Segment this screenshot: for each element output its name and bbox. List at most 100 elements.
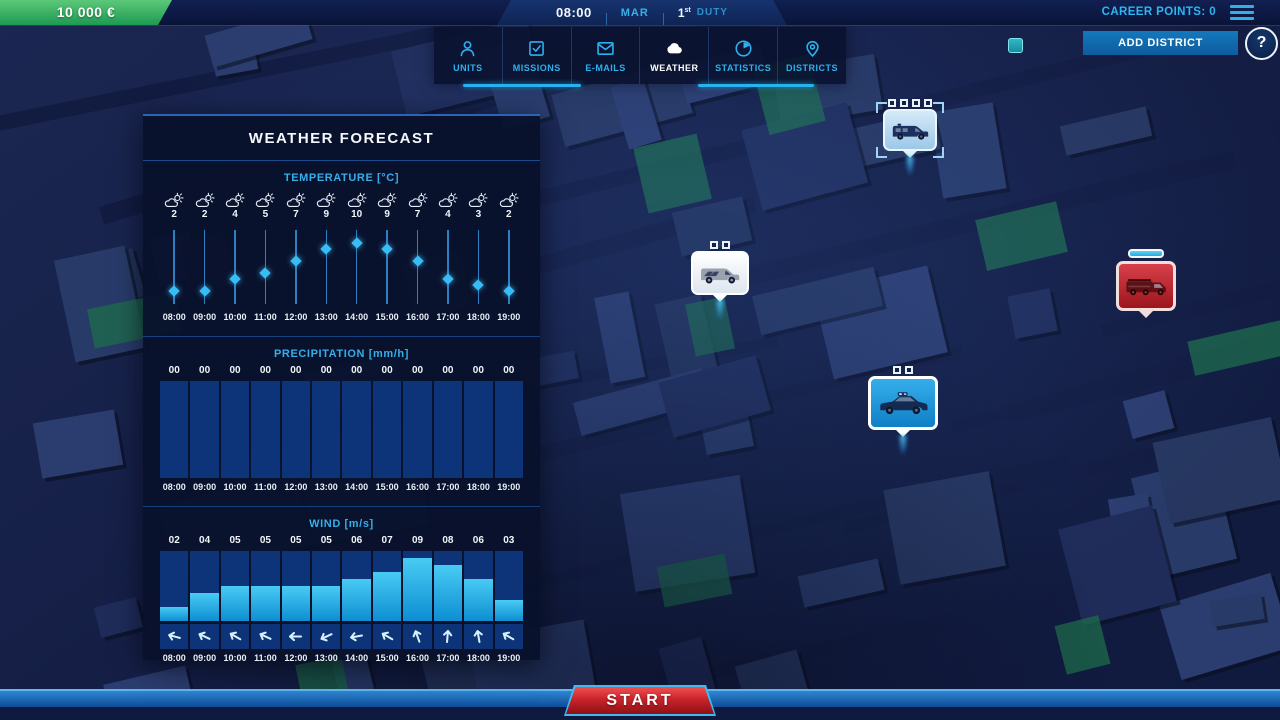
wind-direction-arrow bbox=[259, 631, 272, 641]
wind-value: 05 bbox=[320, 535, 332, 546]
temperature-column bbox=[372, 227, 402, 307]
temperature-value: 3 bbox=[475, 209, 482, 220]
unit-slot bbox=[888, 99, 896, 107]
precipitation-column bbox=[220, 381, 250, 478]
precipitation-value: 00 bbox=[411, 365, 424, 376]
marker-glow bbox=[715, 300, 725, 320]
temperature-column bbox=[433, 227, 463, 307]
wind-arrow-cell bbox=[464, 624, 493, 649]
map-park bbox=[975, 201, 1068, 271]
precipitation-value: 00 bbox=[351, 365, 363, 376]
weather-condition-cell bbox=[159, 189, 189, 209]
wind-chart bbox=[143, 550, 540, 621]
precipitation-value: 00 bbox=[320, 365, 332, 376]
time-label: 09:00 bbox=[193, 653, 217, 663]
wind-direction-arrow bbox=[412, 630, 422, 643]
wind-direction-arrow bbox=[229, 631, 241, 641]
wind-bar-column bbox=[160, 551, 189, 621]
selection-bracket bbox=[933, 147, 944, 158]
marker-box bbox=[868, 376, 938, 430]
time-label: 12:00 bbox=[284, 312, 308, 322]
map-building bbox=[1107, 493, 1156, 555]
wind-bar-column bbox=[251, 551, 280, 621]
time-label: 17:00 bbox=[436, 312, 460, 322]
menu-icon[interactable] bbox=[1230, 5, 1254, 20]
wind-direction-arrow bbox=[350, 632, 364, 642]
marker-pointer bbox=[896, 430, 910, 437]
tab-emails[interactable]: E-MAILS bbox=[570, 27, 640, 84]
temperature-value: 7 bbox=[293, 209, 299, 220]
map-building bbox=[210, 41, 258, 76]
units-icon bbox=[460, 41, 475, 57]
map-building bbox=[93, 596, 144, 638]
map-building bbox=[54, 245, 147, 363]
statistics-icon bbox=[735, 40, 752, 57]
map-building bbox=[658, 355, 772, 438]
precipitation-value: 00 bbox=[290, 365, 302, 376]
time-label: 13:00 bbox=[314, 653, 338, 663]
wind-times-row: 08:00 09:00 10:00 11:00 12:00 13:00 14:00 15:00… bbox=[143, 649, 540, 664]
map-park bbox=[1054, 615, 1111, 675]
temperature-column bbox=[402, 227, 432, 307]
time-label: 11:00 bbox=[254, 312, 277, 322]
divider bbox=[606, 13, 607, 25]
weather-condition-cell bbox=[494, 189, 524, 209]
map-poi-icon[interactable] bbox=[1008, 38, 1023, 53]
start-button[interactable]: START bbox=[564, 685, 716, 716]
sun-behind-cloud-icon bbox=[286, 192, 306, 207]
wind-direction-arrow bbox=[502, 631, 515, 641]
time-label: 13:00 bbox=[314, 482, 338, 492]
map-building bbox=[1060, 106, 1154, 156]
map-building bbox=[1152, 416, 1280, 524]
map-marker-fire-truck[interactable] bbox=[1116, 249, 1176, 318]
wind-value: 07 bbox=[381, 535, 393, 546]
weather-condition-cell bbox=[189, 189, 219, 209]
wind-bar-column bbox=[312, 551, 341, 621]
precipitation-value: 00 bbox=[472, 365, 484, 376]
wind-arrow-cell bbox=[160, 624, 189, 649]
tab-underline bbox=[463, 84, 581, 87]
sun-behind-cloud-icon bbox=[377, 192, 397, 207]
map-building bbox=[1208, 593, 1265, 628]
tab-units[interactable]: UNITS bbox=[434, 27, 502, 84]
precipitation-column bbox=[464, 381, 493, 478]
wind-value: 08 bbox=[442, 535, 454, 546]
sun-behind-cloud-icon bbox=[408, 192, 428, 207]
time-label: 15:00 bbox=[375, 312, 399, 322]
time-label: 08:00 bbox=[162, 653, 186, 663]
tab-districts[interactable]: DISTRICTS bbox=[777, 27, 846, 84]
sun-behind-cloud-icon bbox=[499, 192, 519, 207]
help-button[interactable]: ? bbox=[1245, 27, 1278, 60]
add-district-button[interactable]: ADD DISTRICT bbox=[1083, 31, 1238, 55]
wind-value: 06 bbox=[472, 535, 484, 546]
map-building bbox=[741, 101, 869, 210]
map-marker-police-car[interactable] bbox=[868, 366, 938, 455]
section-divider bbox=[143, 506, 540, 507]
map-marker-ambulance[interactable] bbox=[691, 241, 749, 320]
time-label: 18:00 bbox=[466, 653, 490, 663]
sun-behind-cloud-icon bbox=[165, 192, 184, 207]
tab-missions[interactable]: MISSIONS bbox=[501, 27, 571, 84]
weather-condition-cell bbox=[250, 189, 280, 209]
map-building bbox=[1122, 390, 1175, 440]
map-building bbox=[619, 474, 755, 592]
unit-slot bbox=[893, 366, 901, 374]
precipitation-value: 00 bbox=[503, 365, 515, 376]
wind-arrow-cell bbox=[403, 624, 432, 649]
precipitation-column bbox=[281, 381, 311, 478]
wind-value: 09 bbox=[411, 535, 424, 546]
tab-statistics[interactable]: STATISTICS bbox=[708, 27, 777, 84]
temperature-section-label: TEMPERATURE [°C] bbox=[283, 172, 400, 184]
map-building bbox=[797, 558, 886, 609]
weather-forecast-panel: WEATHER FORECAST TEMPERATURE [°C] 2 2 4 5 7 9… bbox=[143, 114, 540, 663]
emails-icon bbox=[597, 42, 614, 55]
temperature-column bbox=[159, 227, 189, 307]
time-label: 14:00 bbox=[345, 312, 369, 322]
precipitation-value: 00 bbox=[442, 365, 454, 376]
tab-label: E-MAILS bbox=[585, 63, 626, 73]
tab-weather[interactable]: WEATHER bbox=[639, 27, 708, 84]
temperature-value: 2 bbox=[201, 209, 208, 220]
map-marker-police-van[interactable] bbox=[876, 99, 944, 176]
marker-pointer bbox=[903, 151, 917, 158]
weather-condition-cell bbox=[372, 189, 402, 209]
